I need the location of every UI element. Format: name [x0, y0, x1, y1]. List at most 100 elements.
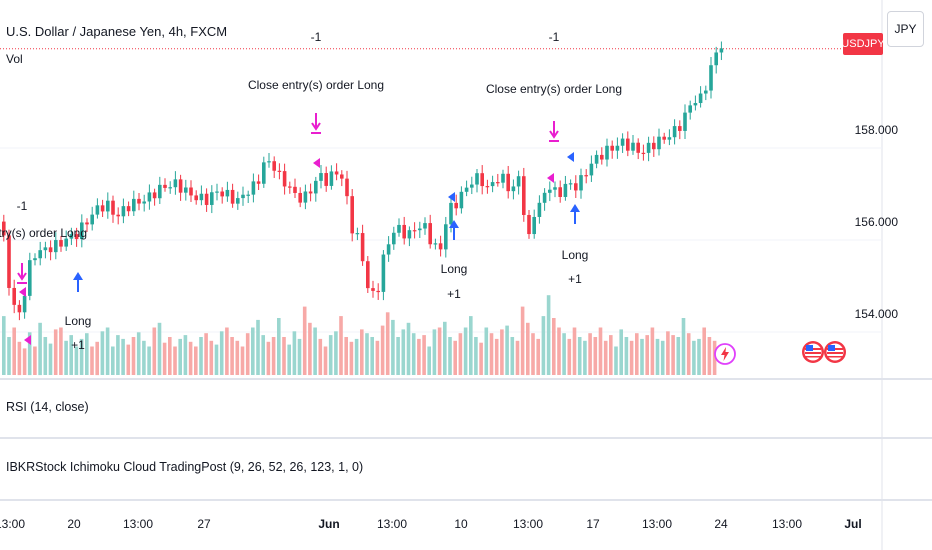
candle-body: [558, 187, 562, 197]
volume-bar: [603, 340, 608, 375]
volume-bar: [240, 346, 245, 375]
candle-body: [386, 244, 391, 255]
candle-body: [397, 224, 401, 233]
candle-body: [90, 214, 94, 225]
volume-bar: [707, 337, 712, 375]
volume-bar: [391, 319, 395, 375]
signal-qty: -1: [548, 30, 560, 44]
volume-bar: [116, 335, 120, 375]
candle-body: [59, 240, 63, 247]
volume-bar: [43, 337, 48, 375]
candle-body: [444, 224, 448, 250]
candle-body: [355, 233, 360, 235]
x-tick-label: 13:00: [0, 517, 26, 531]
x-tick-label: Jun: [318, 517, 340, 531]
volume-bar: [235, 340, 240, 375]
candle-body: [111, 200, 115, 215]
trade-triangle: [313, 158, 320, 168]
candle-body: [537, 202, 542, 217]
volume-bar: [697, 338, 701, 375]
volume-bar: [152, 327, 157, 375]
volume-bar: [427, 346, 431, 375]
lightning-event-icon[interactable]: [713, 342, 736, 365]
candle-body: [610, 145, 614, 151]
signal-label: entry(s) order Long: [0, 226, 88, 240]
x-tick-label: 13:00: [641, 517, 673, 531]
signal-label: Long: [561, 248, 589, 262]
candle-body: [272, 161, 276, 171]
candle-body: [152, 192, 157, 199]
volume-bar: [17, 341, 22, 376]
volume-bar: [183, 335, 188, 375]
candle-body: [594, 154, 599, 164]
candle-body: [381, 254, 386, 292]
candle-body: [54, 240, 58, 253]
volume-bar: [681, 318, 686, 375]
candle-body: [2, 221, 6, 236]
candle-body: [470, 184, 474, 188]
candle-body: [95, 205, 100, 215]
volume-bar: [318, 338, 323, 375]
candle-body: [126, 206, 131, 212]
volume-bar: [629, 340, 634, 375]
pane-separator[interactable]: [0, 499, 932, 501]
candle-body: [64, 238, 68, 247]
volume-bar: [323, 346, 328, 375]
volume-bar: [178, 338, 182, 375]
entry-arrow-head: [73, 272, 83, 280]
x-tick-label: 13:00: [376, 517, 408, 531]
candle-body: [345, 178, 349, 197]
volume-bar: [360, 329, 364, 375]
volume-bar: [256, 319, 260, 375]
y-tick-label: 156.000: [854, 215, 898, 229]
x-tick-label: 27: [197, 517, 211, 531]
volume-bar: [552, 318, 556, 375]
candle-body: [204, 193, 209, 205]
candle-body: [579, 175, 583, 191]
volume-bar: [79, 338, 84, 375]
candle-body: [199, 193, 204, 201]
exit-arrow-head: [549, 130, 559, 139]
candle-body: [600, 154, 604, 160]
x-tick-label: 24: [714, 517, 728, 531]
volume-bar: [199, 337, 203, 375]
volume-bar: [536, 338, 540, 375]
candle-body: [423, 223, 427, 229]
pane-separator[interactable]: [0, 437, 932, 439]
volume-bar: [494, 338, 499, 375]
x-tick-label: 20: [67, 517, 81, 531]
pane-separator[interactable]: [0, 378, 932, 380]
volume-bar: [173, 346, 177, 375]
signal-label: Close entry(s) order Long: [247, 78, 385, 92]
volume-bar: [546, 295, 551, 375]
volume-bar: [422, 335, 426, 375]
currency-button[interactable]: JPY: [887, 11, 924, 47]
volume-bar: [645, 335, 649, 375]
volume-bar: [292, 331, 297, 375]
candle-body: [43, 247, 48, 251]
volume-bar: [505, 325, 509, 375]
volume-bar: [271, 337, 276, 375]
volume-bar: [619, 329, 623, 375]
candle-body: [189, 187, 193, 196]
candle-body: [371, 288, 375, 291]
us-flag-event-icon[interactable]: [823, 340, 846, 363]
candle-body: [256, 181, 261, 184]
volume-bar: [614, 346, 618, 375]
volume-bar: [453, 340, 457, 375]
candle-body: [121, 206, 126, 217]
y-tick-label: 154.000: [854, 307, 898, 321]
volume-bar: [712, 340, 717, 375]
volume-bar: [277, 318, 281, 375]
trade-triangle: [24, 335, 31, 345]
volume-bar: [48, 343, 53, 375]
x-tick-label: 13:00: [512, 517, 544, 531]
candle-body: [652, 142, 656, 150]
us-flag-event-icon[interactable]: [801, 340, 824, 363]
candle-body: [334, 171, 339, 175]
candle-body: [641, 152, 646, 155]
volume-bar: [411, 333, 416, 375]
volume-bar: [74, 346, 79, 375]
candle-body: [142, 201, 146, 204]
